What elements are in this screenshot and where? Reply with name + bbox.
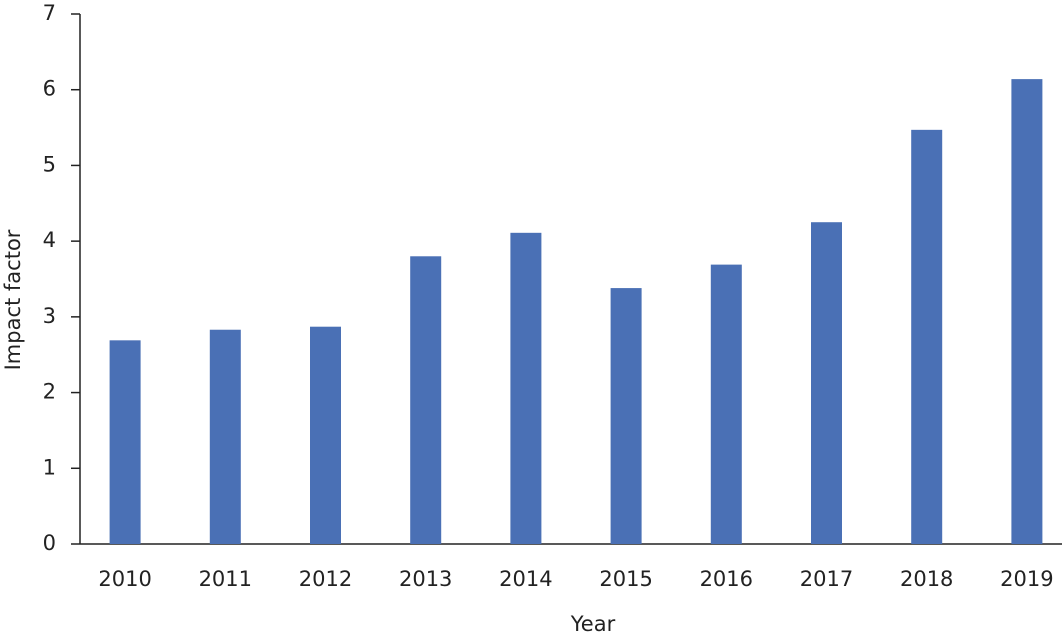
bar: [209, 329, 241, 544]
x-tick-label: 2017: [800, 567, 853, 591]
x-tick-label: 2013: [399, 567, 452, 591]
x-axis-label: Year: [570, 612, 616, 635]
y-tick-label: 1: [43, 455, 56, 479]
bar: [510, 232, 542, 545]
x-tick-label: 2019: [1000, 567, 1053, 591]
x-tick-label: 2015: [599, 567, 652, 591]
bar: [710, 264, 742, 544]
bar: [911, 129, 943, 545]
y-axis-label: Impact factor: [1, 229, 25, 370]
x-tick-label: 2012: [299, 567, 352, 591]
bar: [310, 326, 341, 544]
y-tick-label: 6: [43, 77, 56, 101]
bar: [610, 288, 642, 544]
y-tick-label: 7: [43, 1, 56, 25]
x-tick-label: 2011: [199, 567, 252, 591]
y-tick-label: 5: [43, 152, 56, 176]
x-tick-label: 2018: [900, 567, 953, 591]
bar: [109, 340, 141, 544]
bar: [1011, 79, 1043, 544]
y-tick-label: 2: [43, 380, 56, 404]
y-tick-label: 4: [43, 228, 56, 252]
x-tick-label: 2016: [700, 567, 753, 591]
bar: [410, 256, 442, 544]
y-tick-label: 3: [43, 304, 56, 328]
y-tick-label: 0: [43, 531, 56, 555]
x-tick-label: 2014: [499, 567, 552, 591]
bar: [811, 222, 842, 544]
x-tick-label: 2010: [98, 567, 151, 591]
